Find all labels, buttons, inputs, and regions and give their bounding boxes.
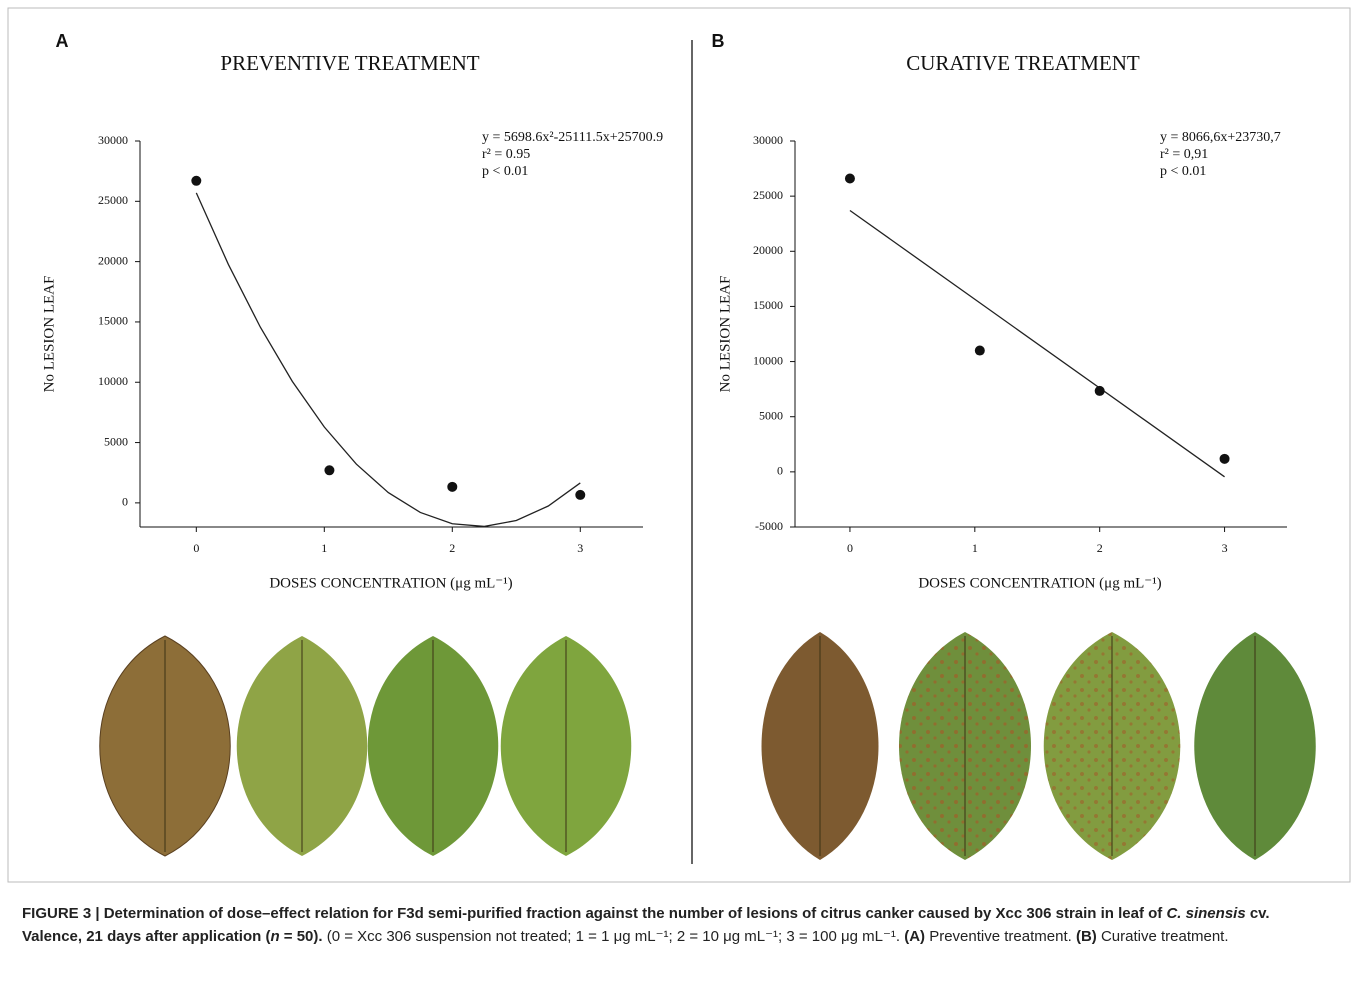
page: A PREVENTIVE TREATMENT y = 5698.6x²-25111.… <box>0 0 1358 984</box>
y-axis-label: No LESION LEAF <box>41 276 57 393</box>
data-point <box>1095 386 1105 396</box>
caption-text: (B) <box>1076 928 1097 945</box>
caption-text: Preventive treatment. <box>925 928 1076 945</box>
x-tick-label: 0 <box>847 541 853 555</box>
data-point <box>447 482 457 492</box>
data-point <box>975 346 985 356</box>
x-tick-label: 3 <box>577 541 583 555</box>
y-tick-label: 0 <box>777 464 783 478</box>
fit-line <box>196 193 580 527</box>
caption-text: C. sinensis <box>1166 905 1245 922</box>
caption-text: Curative treatment. <box>1097 928 1229 945</box>
y-tick-label: 15000 <box>98 314 128 328</box>
equation: r² = 0,91 <box>1160 147 1208 162</box>
y-tick-label: 15000 <box>753 298 783 312</box>
equation: y = 8066,6x+23730,7 <box>1160 130 1281 145</box>
y-tick-label: 30000 <box>98 133 128 147</box>
caption-text: FIGURE 3 | Determination of dose–effect … <box>22 905 1166 922</box>
y-tick-label: 30000 <box>753 133 783 147</box>
x-axis-label: DOSES CONCENTRATION (μg mL⁻¹) <box>918 575 1161 591</box>
fit-line <box>850 210 1225 476</box>
x-tick-label: 3 <box>1222 541 1228 555</box>
panel-label: A <box>56 31 69 51</box>
equation: p < 0.01 <box>1160 164 1206 179</box>
caption: FIGURE 3 | Determination of dose–effect … <box>22 902 1322 948</box>
y-tick-label: 5000 <box>759 408 783 422</box>
equation: p < 0.01 <box>482 164 528 179</box>
caption-text: (A) <box>904 928 925 945</box>
caption-text: n <box>270 928 279 945</box>
y-tick-label: 20000 <box>753 243 783 257</box>
data-point <box>575 490 585 500</box>
chart-title: PREVENTIVE TREATMENT <box>220 51 479 75</box>
x-tick-label: 2 <box>449 541 455 555</box>
caption-text: = 50). <box>280 928 323 945</box>
y-tick-label: 10000 <box>98 374 128 388</box>
x-tick-label: 1 <box>972 541 978 555</box>
panel-label: B <box>712 31 725 51</box>
y-tick-label: 10000 <box>753 353 783 367</box>
x-tick-label: 2 <box>1097 541 1103 555</box>
x-tick-label: 0 <box>193 541 199 555</box>
leaf-photos <box>100 632 1316 860</box>
y-tick-label: 25000 <box>98 193 128 207</box>
y-tick-label: -5000 <box>755 519 783 533</box>
data-point <box>191 176 201 186</box>
chart-title: CURATIVE TREATMENT <box>906 51 1140 75</box>
data-point <box>1220 454 1230 464</box>
equation: r² = 0.95 <box>482 147 530 162</box>
y-axis-label: No LESION LEAF <box>717 276 733 393</box>
y-tick-label: 0 <box>122 495 128 509</box>
data-point <box>324 465 334 475</box>
y-tick-label: 20000 <box>98 253 128 267</box>
x-axis-label: DOSES CONCENTRATION (μg mL⁻¹) <box>269 575 512 591</box>
caption-text: (0 = Xcc 306 suspension not treated; 1 =… <box>323 928 905 945</box>
equation: y = 5698.6x²-25111.5x+25700.9 <box>482 130 663 145</box>
data-point <box>845 173 855 183</box>
x-tick-label: 1 <box>321 541 327 555</box>
y-tick-label: 5000 <box>104 434 128 448</box>
figure: A PREVENTIVE TREATMENT y = 5698.6x²-25111.… <box>0 0 1358 890</box>
y-tick-label: 25000 <box>753 188 783 202</box>
